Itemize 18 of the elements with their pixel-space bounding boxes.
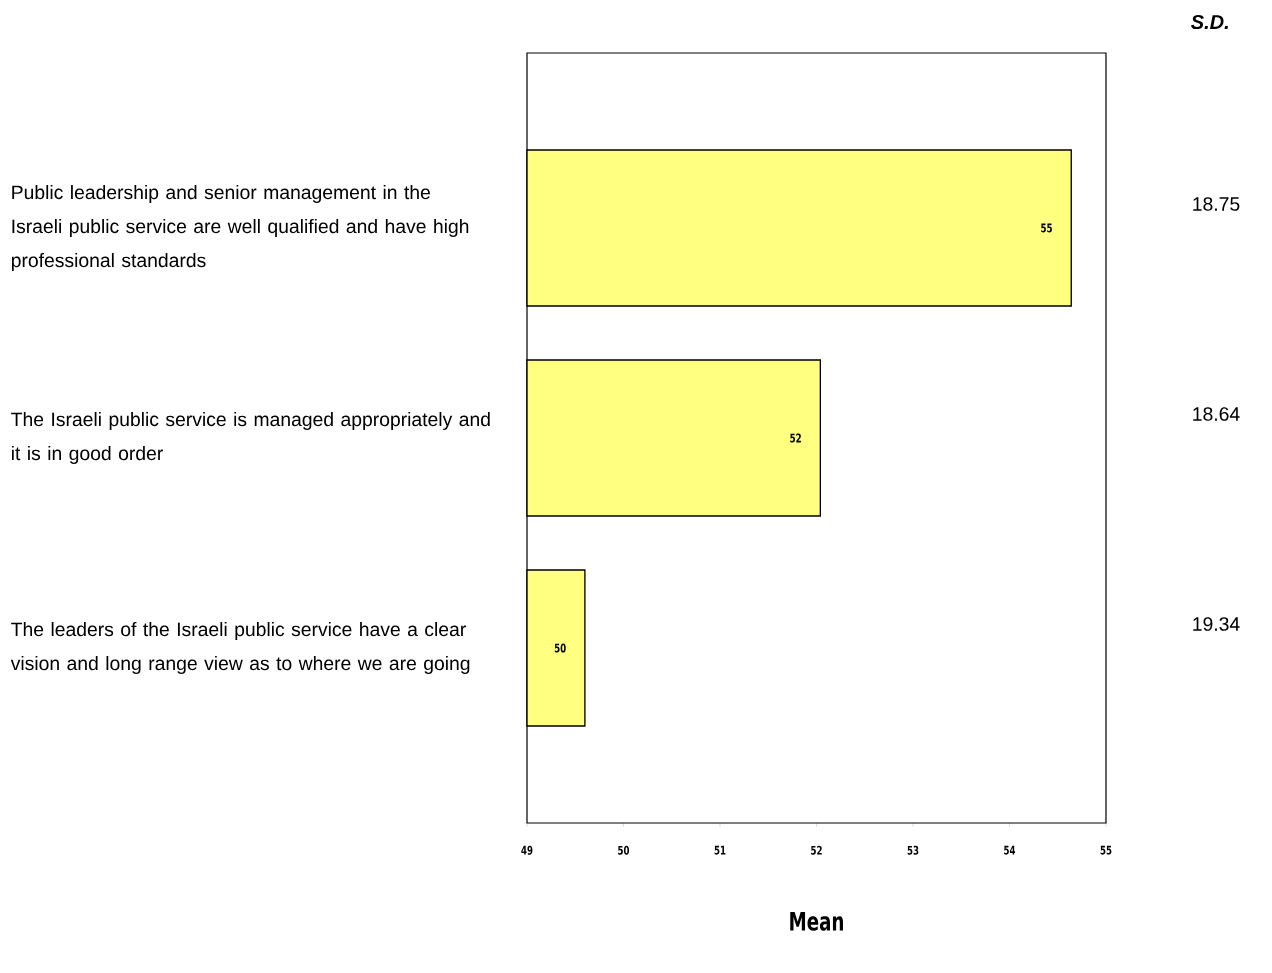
text: 19.34 xyxy=(1193,617,1240,631)
x-tick-label: 49 xyxy=(521,845,533,855)
y-tick-label: The Israeli public service is managed appropriately and it is in good order xyxy=(11,411,490,465)
x-tick-label: 55 xyxy=(1100,845,1112,855)
x-tick-label: 53 xyxy=(907,845,919,855)
x-tick-label: 52 xyxy=(811,845,822,855)
x-axis-title: Mean xyxy=(790,911,843,931)
text: 18.75 xyxy=(1193,197,1240,211)
x-tick-label: 51 xyxy=(714,845,726,855)
text: S.D. xyxy=(1191,14,1228,30)
data-label: 52 xyxy=(790,433,801,443)
y-tick-label: Public leadership and senior management in the Israeli public service are well qualified and have high professional standards xyxy=(11,184,469,272)
data-label: 55 xyxy=(1041,223,1052,233)
data-label: 50 xyxy=(554,643,566,653)
x-tick-label: 50 xyxy=(618,845,630,855)
x-tick-label: 54 xyxy=(1004,845,1016,855)
y-tick-label: The leaders of the Israeli public service have a clear vision and long range view as to where we are going xyxy=(10,622,470,675)
text: 18.64 xyxy=(1193,407,1240,421)
